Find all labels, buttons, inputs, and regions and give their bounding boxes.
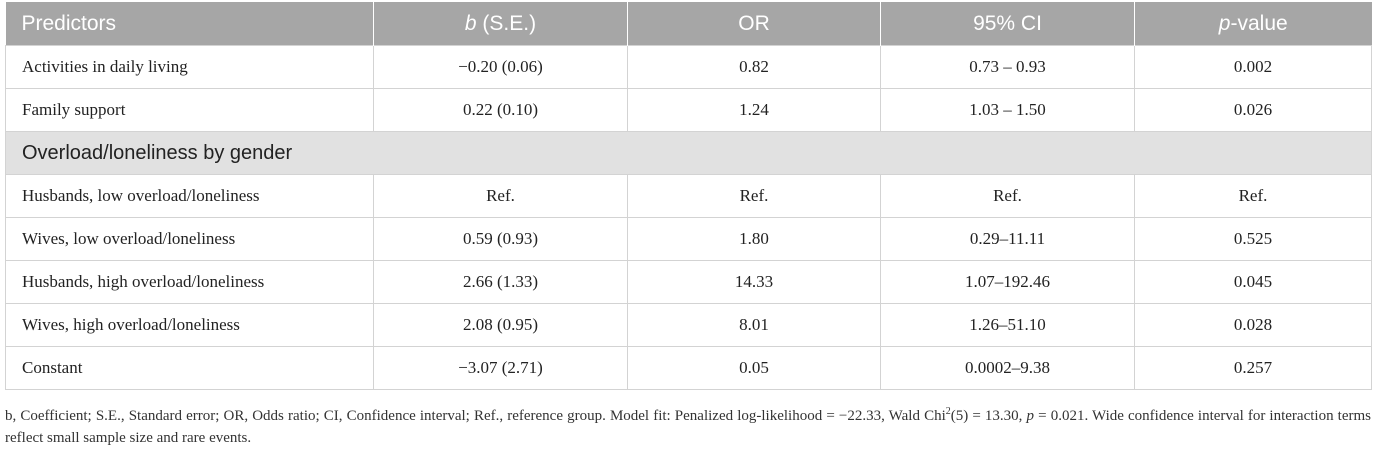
cell-ci: Ref.	[880, 174, 1135, 218]
cell-predictor: Husbands, low overload/loneliness	[5, 174, 374, 218]
cell-b-se: 0.59 (0.93)	[373, 217, 628, 261]
cell-predictor: Wives, high overload/loneliness	[5, 303, 374, 347]
footnote-superscript: 2	[945, 406, 951, 417]
table-row: Husbands, low overload/loneliness Ref. R…	[5, 174, 1372, 218]
cell-p-value: 0.002	[1134, 45, 1372, 89]
cell-ci: 0.73 – 0.93	[880, 45, 1135, 89]
cell-b-se: Ref.	[373, 174, 628, 218]
header-b-se: b (S.E.)	[373, 2, 628, 46]
table-row: Husbands, high overload/loneliness 2.66 …	[5, 260, 1372, 304]
cell-or: Ref.	[627, 174, 881, 218]
header-predictors: Predictors	[5, 2, 374, 46]
cell-ci: 0.29–11.11	[880, 217, 1135, 261]
table-row: Family support 0.22 (0.10) 1.24 1.03 – 1…	[5, 88, 1372, 132]
cell-p-value: 0.045	[1134, 260, 1372, 304]
cell-predictor: Constant	[5, 346, 374, 390]
cell-or: 1.24	[627, 88, 881, 132]
cell-predictor: Husbands, high overload/loneliness	[5, 260, 374, 304]
regression-table: Predictors b (S.E.) OR 95% CI p-value Ac…	[5, 2, 1372, 390]
header-ci: 95% CI	[880, 2, 1135, 46]
cell-predictor: Activities in daily living	[5, 45, 374, 89]
cell-b-se: 0.22 (0.10)	[373, 88, 628, 132]
cell-b-se: 2.08 (0.95)	[373, 303, 628, 347]
header-b-italic: b	[464, 11, 477, 35]
cell-ci: 1.03 – 1.50	[880, 88, 1135, 132]
table-body: Activities in daily living −0.20 (0.06) …	[5, 45, 1372, 390]
regression-table-container: Predictors b (S.E.) OR 95% CI p-value Ac…	[5, 2, 1372, 390]
cell-or: 14.33	[627, 260, 881, 304]
cell-p-value: 0.257	[1134, 346, 1372, 390]
table-row: Wives, high overload/loneliness 2.08 (0.…	[5, 303, 1372, 347]
footnote-p-italic: p	[1026, 408, 1035, 424]
footnote-text-3: = 0.021. Wide confidence interval for in…	[5, 408, 1372, 446]
cell-b-se: −0.20 (0.06)	[373, 45, 628, 89]
header-b-suffix: (S.E.)	[476, 11, 537, 35]
table-footnote: b, Coefficient; S.E., Standard error; OR…	[5, 405, 1371, 449]
cell-ci: 0.0002–9.38	[880, 346, 1135, 390]
header-p-suffix: -value	[1230, 11, 1288, 35]
table-row: Constant −3.07 (2.71) 0.05 0.0002–9.38 0…	[5, 346, 1372, 390]
cell-ci: 1.26–51.10	[880, 303, 1135, 347]
footnote-text-2: (5) = 13.30,	[950, 408, 1027, 424]
cell-p-value: Ref.	[1134, 174, 1372, 218]
table-row: Activities in daily living −0.20 (0.06) …	[5, 45, 1372, 89]
cell-b-se: 2.66 (1.33)	[373, 260, 628, 304]
header-row: Predictors b (S.E.) OR 95% CI p-value	[5, 2, 1372, 46]
header-p-value: p-value	[1134, 2, 1372, 46]
cell-b-se: −3.07 (2.71)	[373, 346, 628, 390]
cell-or: 0.05	[627, 346, 881, 390]
table-header: Predictors b (S.E.) OR 95% CI p-value	[5, 2, 1372, 46]
footnote-text-1: b, Coefficient; S.E., Standard error; OR…	[5, 408, 946, 424]
cell-p-value: 0.028	[1134, 303, 1372, 347]
cell-predictor: Family support	[5, 88, 374, 132]
cell-p-value: 0.525	[1134, 217, 1372, 261]
cell-or: 1.80	[627, 217, 881, 261]
cell-p-value: 0.026	[1134, 88, 1372, 132]
group-header-row: Overload/loneliness by gender	[5, 131, 1372, 175]
cell-ci: 1.07–192.46	[880, 260, 1135, 304]
cell-or: 8.01	[627, 303, 881, 347]
group-label: Overload/loneliness by gender	[5, 131, 1372, 175]
cell-or: 0.82	[627, 45, 881, 89]
header-p-italic: p	[1218, 11, 1231, 35]
cell-predictor: Wives, low overload/loneliness	[5, 217, 374, 261]
table-row: Wives, low overload/loneliness 0.59 (0.9…	[5, 217, 1372, 261]
header-or: OR	[627, 2, 881, 46]
